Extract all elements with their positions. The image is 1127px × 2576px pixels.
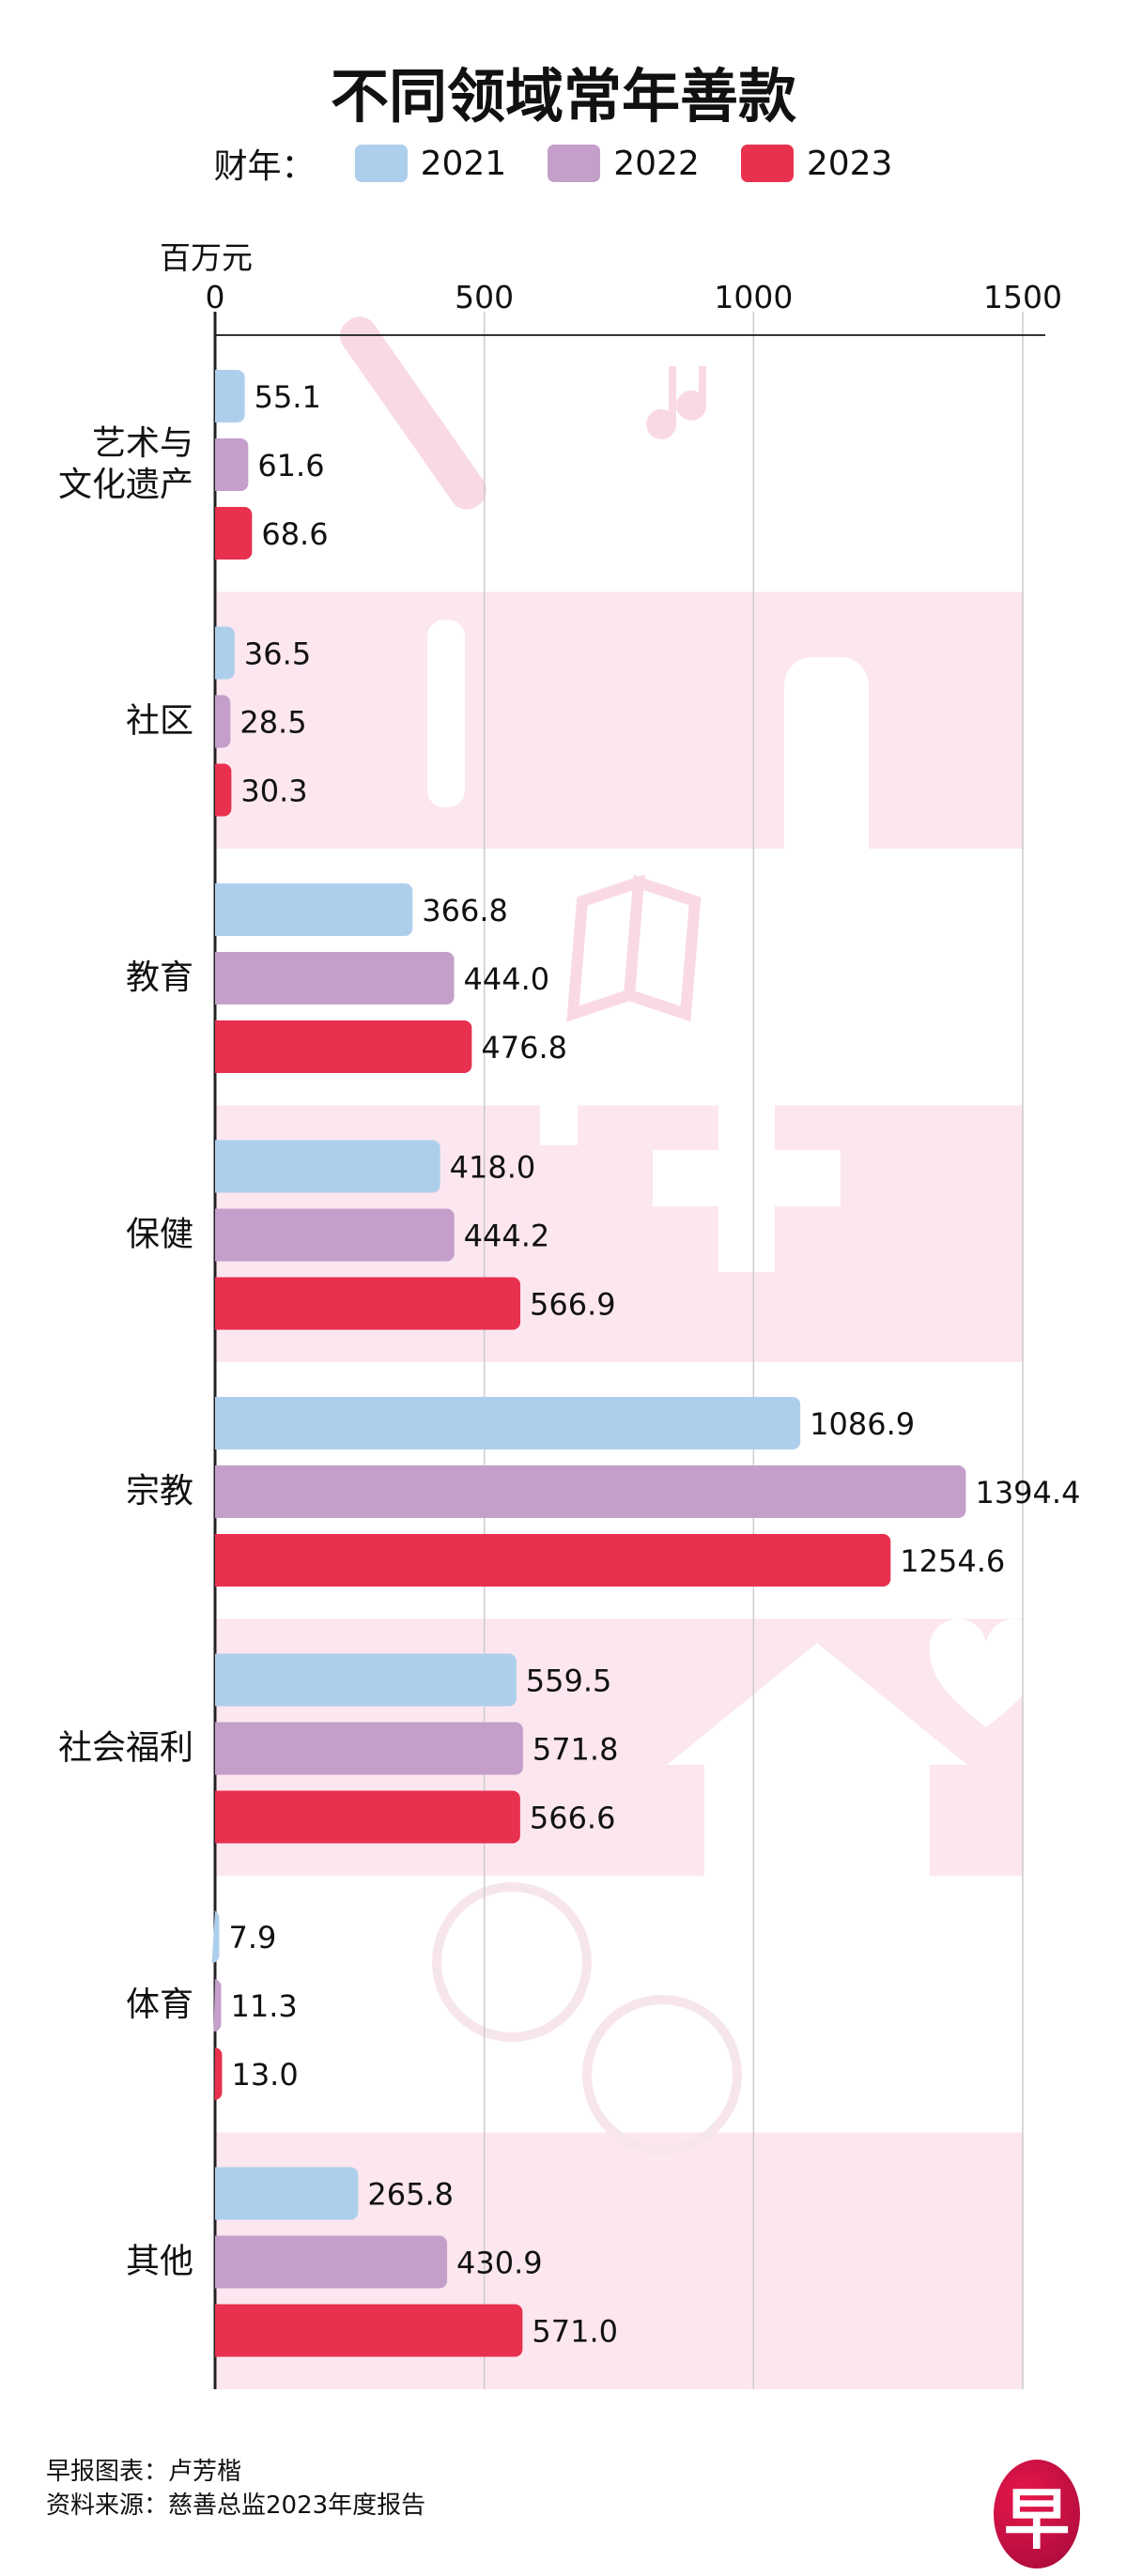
value-label: 571.8: [533, 1732, 619, 1768]
bar-2023: [215, 1790, 520, 1844]
category-label: 教育: [126, 958, 193, 997]
category-label: 艺术与文化遗产: [58, 424, 193, 504]
person-icon: [784, 657, 869, 873]
bar-2023: [215, 1277, 521, 1330]
bar-2021: [211, 1910, 220, 1963]
bar-2023: [214, 2047, 223, 2100]
legend-text: 2023: [806, 144, 893, 183]
legend-text: 2021: [420, 144, 507, 183]
value-label: 566.9: [530, 1287, 616, 1323]
category-label: 社会福利: [58, 1728, 193, 1767]
basketball-icon: [432, 1882, 592, 2042]
value-label: 7.9: [229, 1920, 277, 1955]
bar-2021: [215, 626, 235, 680]
value-label: 13.0: [231, 2057, 298, 2093]
bar-2023: [214, 507, 253, 560]
house-icon: [667, 1643, 967, 1887]
value-label: 265.8: [367, 2177, 454, 2213]
category-label: 社区: [126, 701, 193, 740]
value-label: 11.3: [230, 1988, 297, 2024]
medical-cross-icon: [653, 1084, 841, 1272]
legend-swatch-2022: [548, 145, 601, 182]
value-label: 61.6: [257, 448, 324, 483]
value-label: 36.5: [244, 636, 311, 672]
bar-2021: [215, 2167, 359, 2220]
value-label: 30.3: [240, 774, 307, 809]
person-icon: [427, 620, 465, 807]
x-tick-label: 500: [455, 279, 514, 315]
credit-text: 早报图表：卢芳楷: [46, 2458, 242, 2486]
legend-item-2022: 2022: [548, 145, 700, 183]
bar-2021: [215, 1653, 517, 1707]
value-label: 444.0: [464, 961, 550, 997]
bar-2023: [215, 1020, 472, 1073]
value-label: 55.1: [255, 379, 321, 415]
legend-swatch-2021: [354, 145, 408, 182]
bar-2022: [213, 1979, 222, 2032]
value-label: 559.5: [526, 1664, 612, 1699]
category-label: 体育: [126, 1986, 193, 2024]
heart-icon: [929, 1618, 1043, 1727]
value-label: 366.8: [422, 893, 508, 928]
bar-2022: [215, 1208, 455, 1262]
value-label: 1254.6: [900, 1543, 1005, 1579]
x-tick-label: 1000: [714, 279, 793, 315]
value-label: 418.0: [450, 1150, 536, 1186]
x-tick-label: 0: [206, 279, 225, 315]
book-icon: [566, 874, 702, 1022]
category-label: 保健: [126, 1215, 193, 1253]
zaobao-logo: 早: [994, 2460, 1080, 2568]
legend: 财年： 2021 2022 2023: [0, 139, 1127, 188]
bar-2021: [215, 370, 245, 422]
bar-2022: [215, 1722, 523, 1775]
value-label: 444.2: [464, 1219, 550, 1254]
bar-2021: [214, 883, 413, 936]
chart-title: 不同领域常年善款: [330, 62, 796, 130]
value-label: 566.6: [530, 1801, 616, 1836]
bar-2022: [214, 438, 249, 491]
value-label: 1394.4: [975, 1475, 1080, 1510]
value-label: 28.5: [239, 705, 306, 741]
legend-label: 财年：: [213, 147, 316, 186]
soccer-ball-icon: [582, 1995, 742, 2154]
bar-2022: [215, 695, 231, 748]
value-label: 430.9: [456, 2246, 543, 2281]
category-label: 其他: [126, 2242, 193, 2280]
category-label: 宗教: [126, 1472, 193, 1510]
music-note-icon: [646, 366, 707, 439]
bar-2023: [215, 1534, 891, 1587]
bar-2023: [215, 763, 232, 817]
unit-label: 百万元: [160, 239, 253, 276]
bar-2023: [214, 2304, 523, 2357]
value-label: 1086.9: [810, 1406, 915, 1442]
value-label: 476.8: [481, 1030, 567, 1066]
bar-2021: [214, 1140, 440, 1193]
legend-item-2021: 2021: [354, 144, 507, 183]
legend-text: 2022: [613, 144, 700, 183]
legend-swatch-2023: [740, 145, 794, 182]
bar-2022: [214, 2235, 448, 2289]
cross-icon: [484, 995, 634, 1145]
legend-item-2023: 2023: [740, 144, 893, 183]
x-tick-label: 1500: [983, 279, 1062, 315]
source-text: 资料来源：慈善总监2023年度报告: [46, 2492, 426, 2520]
category-band: [215, 591, 1023, 849]
value-label: 571.0: [532, 2314, 618, 2350]
paintbrush-icon: [339, 316, 487, 510]
bar-2022: [215, 952, 455, 1004]
bar-2022: [215, 1465, 966, 1518]
bar-2021: [215, 1397, 801, 1449]
value-label: 68.6: [261, 516, 328, 552]
